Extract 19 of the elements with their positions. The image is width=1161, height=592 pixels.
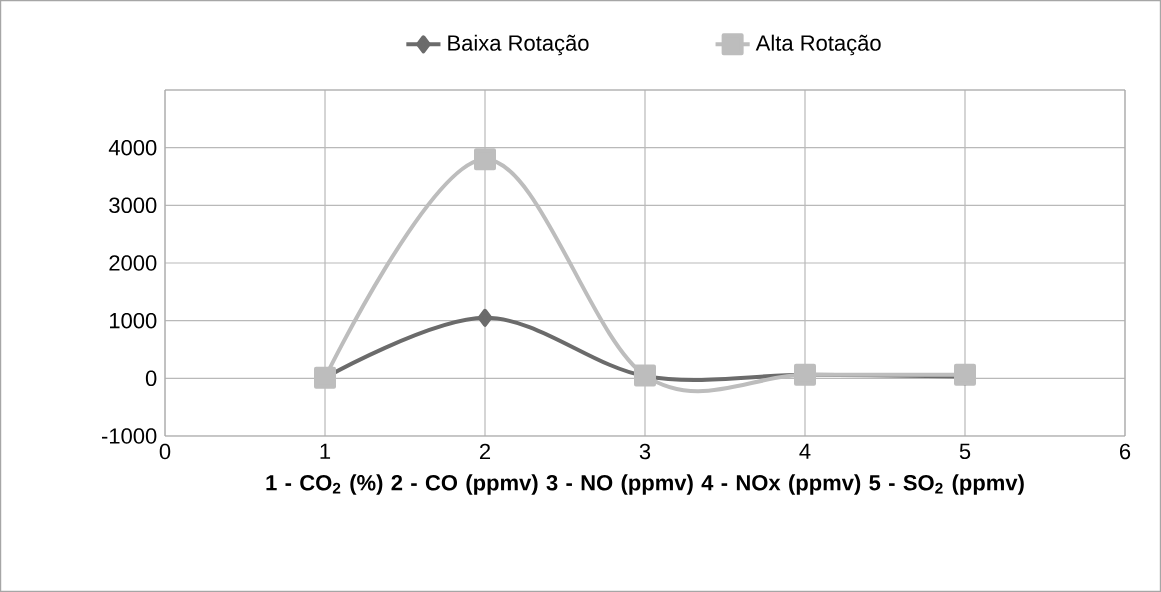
x-tick-label: 6 <box>1120 443 1131 460</box>
x-tick-label: 5 <box>959 443 971 460</box>
x-tick-label: 1 <box>320 443 331 459</box>
legend-label: Alta Rotação <box>755 34 881 56</box>
y-tick-label: 2000 <box>109 255 157 271</box>
x-axis-title: 1 - CO$_{2}$ (%) 2 - CO (ppmv) 3 - NO (ppmv) 4 - NOx (ppmv) 5 - SO$_{2}$ (ppmv) <box>266 474 1024 495</box>
y-tick-label: -1000 <box>101 428 157 444</box>
y-tick-label: 0 <box>145 370 157 387</box>
point <box>954 363 976 386</box>
y-tick-label: 1000 <box>110 312 157 329</box>
x-tick-label: 0 <box>159 443 171 460</box>
legend-label: Baixa Rotação <box>448 34 589 56</box>
x-tick-label: 3 <box>639 443 651 460</box>
y-tick-label: 3000 <box>109 197 157 214</box>
y-tick-label: 4000 <box>108 139 157 156</box>
x-tick-label: 4 <box>799 443 811 459</box>
x-tick-label: 2 <box>479 443 491 460</box>
point <box>474 148 496 171</box>
point <box>477 308 493 327</box>
